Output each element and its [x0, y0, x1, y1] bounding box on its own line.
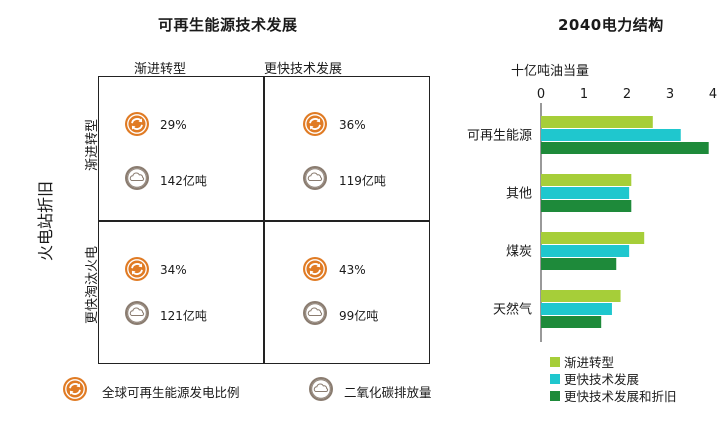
bar: [541, 129, 681, 141]
bar: [541, 187, 630, 199]
bar: [541, 303, 612, 315]
cell-gradual-fastertech-co2: 119亿吨: [339, 174, 386, 188]
x-tick-label: 0: [537, 87, 545, 102]
matrix-row-header-faster-retire: 更快淘汰火电: [85, 246, 100, 325]
legend-label: 更快技术发展: [564, 372, 639, 387]
category-label: 煤炭: [506, 245, 532, 260]
bar: [541, 142, 709, 154]
co2-emission-icon: [302, 165, 328, 191]
legend-co2-emission-icon: [308, 376, 334, 402]
legend-swatch: [550, 374, 560, 384]
bar: [541, 116, 653, 128]
legend-label: 渐进转型: [564, 355, 614, 370]
chart-unit-label: 十亿吨油当量: [511, 64, 590, 79]
x-tick-label: 2: [623, 87, 631, 102]
matrix-divider-horizontal: [98, 220, 430, 222]
bar: [541, 200, 632, 212]
legend-renewable-share-icon: [62, 376, 88, 402]
bar: [541, 290, 621, 302]
category-label: 天然气: [493, 302, 532, 318]
x-tick-label: 3: [666, 87, 674, 102]
renewable-share-icon: [302, 256, 328, 282]
bar: [541, 245, 630, 257]
cell-gradual-gradual-renew-share: 29%: [160, 118, 187, 132]
bar: [541, 316, 602, 328]
renewable-share-icon: [302, 111, 328, 137]
matrix-col-header-gradual: 渐进转型: [134, 62, 187, 77]
renewable-share-icon: [124, 111, 150, 137]
chart-title: 2040电力结构: [558, 16, 664, 34]
category-label: 可再生能源: [467, 129, 532, 144]
bar: [541, 174, 632, 186]
co2-emission-icon: [124, 165, 150, 191]
cell-fasterretire-fastertech-co2: 99亿吨: [339, 309, 379, 323]
category-label: 其他: [506, 187, 532, 202]
legend-label: 更快技术发展和折旧: [564, 389, 677, 404]
legend-swatch: [550, 357, 560, 367]
co2-emission-icon: [302, 300, 328, 326]
matrix-row-header-gradual: 渐进转型: [85, 119, 100, 172]
cell-fasterretire-gradual-renew-share: 34%: [160, 263, 187, 277]
cell-gradual-fastertech-renew-share: 36%: [339, 118, 366, 132]
co2-emission-icon: [124, 300, 150, 326]
renewable-share-icon: [124, 256, 150, 282]
matrix-side-label: 火电站折旧: [36, 181, 55, 262]
cell-fasterretire-fastertech-renew-share: 43%: [339, 263, 366, 277]
cell-fasterretire-gradual-co2: 121亿吨: [160, 309, 207, 323]
matrix-title: 可再生能源技术发展: [158, 16, 298, 34]
legend-renewable-share-label: 全球可再生能源发电比例: [102, 385, 240, 400]
matrix-col-header-faster-tech: 更快技术发展: [264, 62, 343, 77]
bar: [541, 258, 617, 270]
x-tick-label: 1: [580, 87, 588, 102]
x-tick-label: 4: [709, 87, 717, 102]
legend-swatch: [550, 391, 560, 401]
legend-co2-emission-label: 二氧化碳排放量: [344, 385, 432, 400]
bar: [541, 232, 645, 244]
cell-gradual-gradual-co2: 142亿吨: [160, 174, 207, 188]
